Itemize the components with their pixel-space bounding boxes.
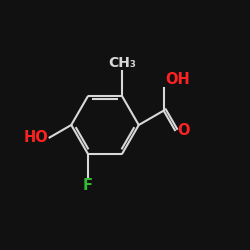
Text: OH: OH [165, 72, 190, 87]
Text: CH₃: CH₃ [108, 56, 136, 70]
Text: O: O [177, 122, 190, 138]
Text: HO: HO [24, 130, 48, 145]
Text: F: F [83, 178, 93, 193]
